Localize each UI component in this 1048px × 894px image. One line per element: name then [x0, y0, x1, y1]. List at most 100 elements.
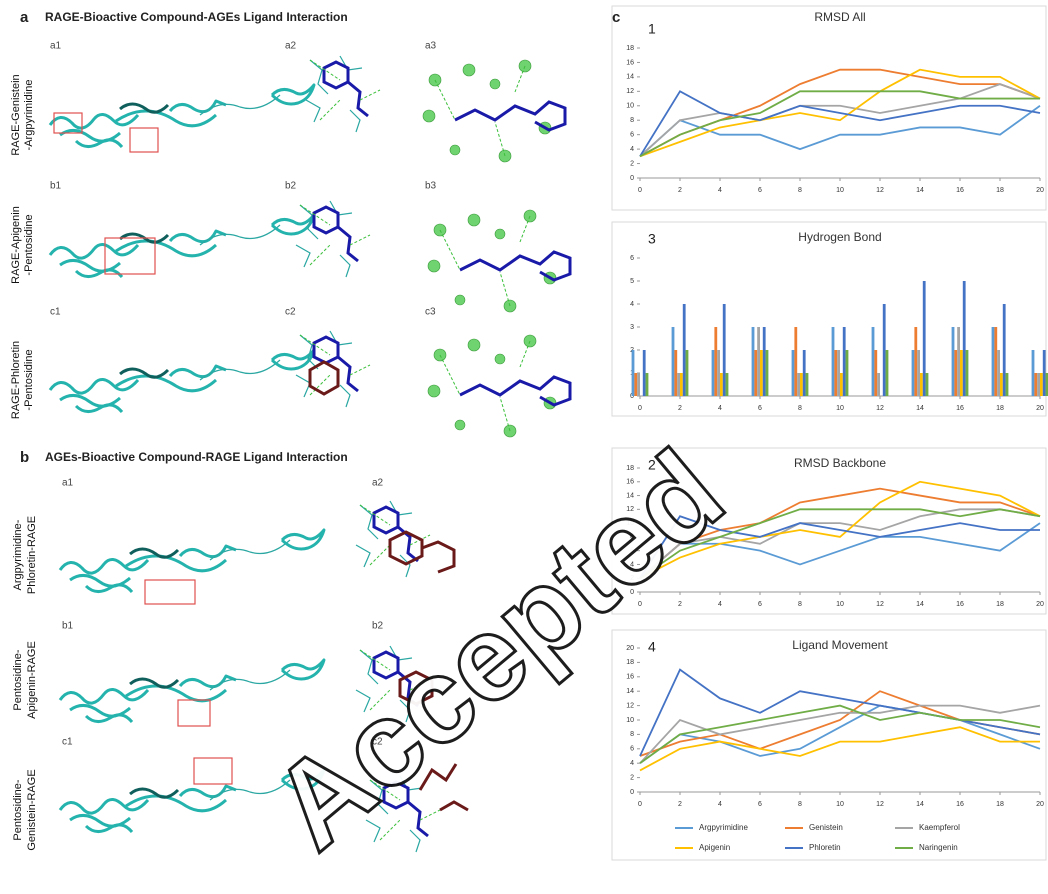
bar [671, 327, 675, 396]
y-tick-label: 18 [626, 659, 634, 666]
legend-label: Phloretin [809, 843, 841, 852]
chart-number: 2 [648, 457, 656, 473]
chart-frame [611, 5, 1047, 211]
ligand-sticks [304, 54, 382, 134]
sub-label: a3 [425, 41, 437, 52]
row-label-line: -Argpyrimidine [23, 80, 35, 151]
ligand-sticks [308, 360, 340, 396]
x-tick-label: 12 [876, 405, 884, 412]
bar [791, 350, 795, 396]
y-tick-label: 6 [630, 746, 634, 753]
y-tick-label: 0 [630, 175, 634, 182]
bar [760, 350, 763, 396]
y-tick-label: 10 [626, 520, 634, 527]
sub-label: c1 [62, 737, 73, 748]
bar [1000, 373, 1003, 396]
chart-title: Hydrogen Bond [798, 230, 881, 244]
bar [714, 327, 718, 396]
row-label-line: Genistein-RAGE [26, 769, 38, 850]
x-tick-label: 10 [836, 801, 844, 808]
x-tick-label: 10 [836, 187, 844, 194]
bar [682, 304, 686, 396]
y-tick-label: 20 [626, 645, 634, 652]
sub-label: a1 [50, 41, 62, 52]
series-line [639, 68, 1041, 158]
y-tick-label: 2 [630, 774, 634, 781]
x-tick-label: 6 [758, 601, 762, 608]
y-tick-label: 2 [630, 575, 634, 582]
chart-number: 4 [648, 639, 656, 655]
y-tick-label: 18 [626, 465, 634, 472]
bar [925, 373, 929, 396]
highlight-box [129, 127, 159, 153]
row-label-line: Apigenin-RAGE [26, 641, 38, 719]
interaction-diagram [426, 333, 572, 439]
row-label-line: -Pentosidine [23, 349, 35, 410]
x-tick-label: 0 [638, 187, 642, 194]
x-tick-label: 14 [916, 405, 924, 412]
y-tick-label: 2 [630, 160, 634, 167]
bar [877, 373, 880, 396]
x-tick-label: 2 [678, 801, 682, 808]
bar [722, 304, 726, 396]
series-line [639, 726, 1040, 772]
y-tick-label: 0 [630, 789, 634, 796]
bar [642, 350, 646, 396]
y-tick-label: 4 [630, 146, 634, 153]
highlight-box [53, 112, 83, 134]
protein-ribbon [58, 528, 326, 594]
x-tick-label: 4 [718, 405, 722, 412]
x-tick-label: 10 [836, 601, 844, 608]
series-line [639, 83, 1041, 158]
series-line [639, 508, 1041, 579]
y-tick-label: 12 [626, 88, 634, 95]
row-label-line: Pentosidine- [12, 649, 24, 710]
x-tick-label: 16 [956, 187, 964, 194]
panel-title: RAGE-Bioactive Compound-AGEs Ligand Inte… [45, 10, 348, 24]
ligand-sticks [294, 199, 372, 279]
y-tick-label: 4 [630, 301, 634, 308]
x-tick-label: 4 [718, 601, 722, 608]
x-tick-label: 16 [956, 405, 964, 412]
row-label-line: Pentosidine- [12, 779, 24, 840]
y-tick-label: 18 [626, 45, 634, 52]
bar [834, 350, 838, 396]
bar [960, 350, 963, 396]
y-tick-label: 6 [630, 548, 634, 555]
sub-label: b2 [285, 181, 297, 192]
y-tick-label: 0 [630, 393, 634, 400]
legend-label: Apigenin [699, 843, 730, 852]
x-tick-label: 4 [718, 801, 722, 808]
x-tick-label: 18 [996, 601, 1004, 608]
chart-title: RMSD All [814, 10, 865, 24]
sub-label: b2 [372, 621, 384, 632]
x-tick-label: 14 [916, 187, 924, 194]
bar [674, 350, 678, 396]
protein-ribbon [48, 348, 316, 414]
x-tick-label: 18 [996, 801, 1004, 808]
y-tick-label: 3 [630, 324, 634, 331]
y-tick-label: 10 [626, 717, 634, 724]
highlight-box [193, 757, 233, 785]
sub-label: c3 [425, 307, 436, 318]
sub-label: b1 [62, 621, 74, 632]
bar [762, 327, 766, 396]
protein-ribbon [58, 658, 326, 724]
bar [997, 350, 1000, 396]
bar [765, 350, 769, 396]
bar [874, 350, 878, 396]
bar [1005, 373, 1009, 396]
x-tick-label: 0 [638, 801, 642, 808]
legend-label: Genistein [809, 823, 843, 832]
y-tick-label: 0 [630, 589, 634, 596]
x-tick-label: 12 [876, 187, 884, 194]
series-line [639, 704, 1041, 764]
x-tick-label: 20 [1036, 801, 1044, 808]
bar [837, 350, 840, 396]
x-tick-label: 2 [678, 187, 682, 194]
legend-label: Argpyrimidine [699, 823, 748, 832]
bar [840, 373, 843, 396]
bar [922, 281, 926, 396]
bar [957, 327, 960, 396]
